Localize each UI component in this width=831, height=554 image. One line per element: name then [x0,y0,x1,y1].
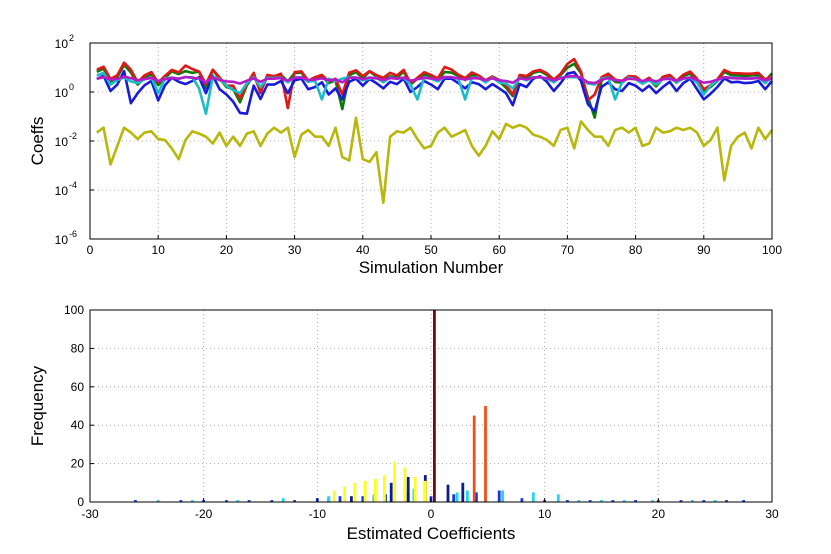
bottom-y-tick-label: 40 [71,418,85,432]
bar-navy [461,482,465,502]
bar-blue [225,500,228,502]
top-y-axis-label: Coeffs [28,117,47,166]
bar-yellow [373,479,377,502]
bar-navy [389,482,393,502]
top-x-tick-label: 60 [493,243,507,257]
bar-cyan [190,500,194,502]
bar-yellow [333,490,336,502]
bar-blue [134,500,137,502]
top-x-tick-label: 0 [87,243,94,257]
bottom-y-tick-label: 20 [71,457,85,471]
bar-blue [520,498,524,502]
bar-cyan [466,490,469,502]
bar-blue [679,500,683,502]
top-y-tick-label: 10 [55,37,69,51]
top-y-tick-label: 10 [55,86,69,100]
bar-blue [247,500,251,502]
bottom-x-axis-label: Estimated Coefficients [347,524,516,543]
bar-blue [588,500,592,502]
bar-orange [484,406,487,502]
bottom-x-tick-label: -30 [81,507,99,521]
top-x-tick-label: 100 [762,243,782,257]
bar-blue [475,492,478,502]
series-line-blue [96,69,774,115]
bar-yellow [363,480,367,502]
bar-blue [361,496,365,502]
top-x-tick-label: 30 [288,243,302,257]
bar-yellow [343,486,346,502]
bar-navy [406,477,410,502]
top-y-tick-label: 10 [55,135,69,149]
top-y-tick-exponent: -4 [69,180,77,190]
bar-blue [293,500,296,502]
bottom-y-tick-label: 80 [71,341,85,355]
top-y-tick-exponent: 0 [69,82,74,92]
bar-blue [452,494,456,502]
bottom-y-tick-label: 60 [71,380,85,394]
bar-yellow [393,461,396,502]
bar-blue [702,500,706,502]
top-y-tick-exponent: -6 [69,229,77,239]
bar-blue [634,500,637,502]
bar-cyan [156,500,160,502]
bar-cyan [281,498,285,502]
bottom-x-tick-label: -20 [195,507,213,521]
bar-orange [472,415,476,502]
bottom-x-tick-label: 0 [428,507,435,521]
top-x-tick-label: 10 [152,243,166,257]
bar-blue [338,496,342,502]
top-x-axis-label: Simulation Number [359,258,504,277]
series-line-magenta [96,74,773,85]
bar-cyan [713,500,717,502]
bar-cyan [236,500,240,502]
bar-navy [350,496,353,502]
bottom-x-tick-label: 20 [652,507,666,521]
bar-blue [566,500,569,502]
bar-cyan [622,500,626,502]
bar-cyan [600,500,603,502]
bar-blue [742,500,745,502]
bar-blue [611,500,615,502]
bottom-y-tick-label: 0 [77,495,84,509]
bar-yellow [353,482,357,502]
top-x-tick-label: 90 [697,243,711,257]
top-y-tick-exponent: -2 [69,131,77,141]
top-x-tick-label: 40 [356,243,370,257]
bar-cyan [651,500,654,502]
bar-blue [725,500,728,502]
top-x-tick-label: 20 [220,243,234,257]
bar-blue [497,490,501,502]
bottom-y-tick-label: 100 [64,303,84,317]
bar-cyan [577,500,581,502]
bar-cyan [455,492,459,502]
bar-cyan [556,494,560,502]
bottom-x-tick-label: -10 [309,507,327,521]
bar-blue [179,500,183,502]
top-y-tick-exponent: 2 [69,33,74,43]
top-x-tick-label: 50 [424,243,438,257]
bar-navy [446,484,450,502]
bar-cyan [501,490,504,502]
bar-cyan [691,500,694,502]
bar-cyan [327,496,331,502]
bottom-y-axis-label: Frequency [28,365,47,446]
bar-cyan [531,492,535,502]
bottom-x-tick-label: 30 [765,507,779,521]
bar-yellow [423,480,427,502]
frequency-bar-chart: -30 -20 -10 0 10 20 30 0 20 40 60 80 100 Estimated C… [28,303,779,543]
top-x-tick-label: 80 [629,243,643,257]
series-line-olive [96,116,774,205]
bar-yellow [413,477,417,502]
top-y-tick-label: 10 [55,184,69,198]
bottom-x-tick-label: 10 [538,507,552,521]
top-y-tick-label: 10 [55,233,69,247]
top-x-tick-label: 70 [561,243,575,257]
bar-yellow [403,467,407,502]
bar-dark-red [433,310,436,502]
bar-yellow [383,475,386,502]
bar-blue [270,500,274,502]
